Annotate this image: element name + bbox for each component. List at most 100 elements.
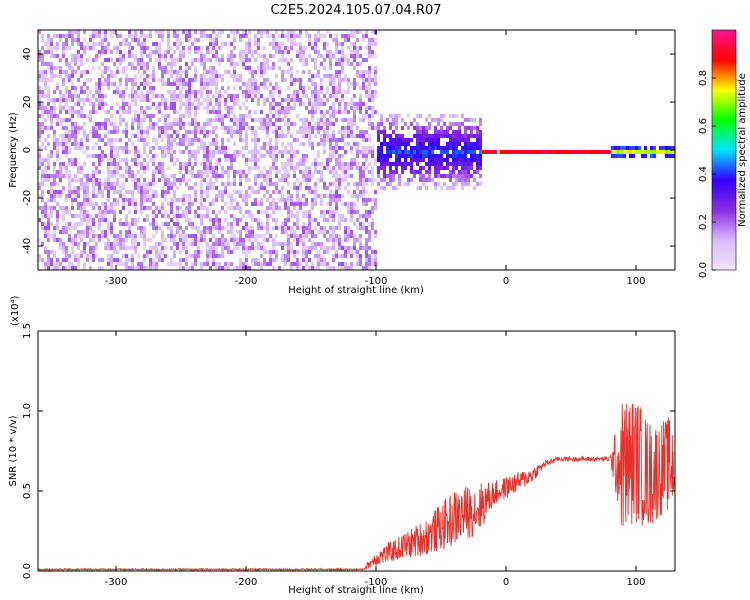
- spectrogram-cell: [146, 182, 149, 186]
- spectrogram-cell: [314, 94, 317, 98]
- spectrogram-cell: [452, 134, 455, 138]
- spectrogram-cell: [182, 46, 185, 50]
- spectrogram-cell: [374, 78, 377, 82]
- spectrogram-cell: [230, 226, 233, 230]
- spectrogram-cell: [221, 78, 224, 82]
- spectrogram-cell: [119, 34, 122, 38]
- spectrogram-cell: [569, 150, 572, 154]
- spectrogram-cell: [203, 198, 206, 202]
- spectrogram-cell: [329, 138, 332, 142]
- spectrogram-cell: [143, 258, 146, 262]
- spectrogram-cell: [140, 118, 143, 122]
- spectrogram-cell: [185, 210, 188, 214]
- spectrogram-cell: [170, 58, 173, 62]
- spectrogram-cell: [104, 30, 107, 34]
- spectrogram-cell: [323, 146, 326, 150]
- spectrogram-cell: [221, 254, 224, 258]
- spectrogram-cell: [287, 98, 290, 102]
- spectrogram-cell: [389, 174, 392, 178]
- spectrogram-cell: [410, 150, 413, 154]
- spectrogram-cell: [65, 210, 68, 214]
- spectrogram-cell: [359, 214, 362, 218]
- spectrogram-cell: [200, 90, 203, 94]
- spectrogram-cell: [458, 170, 461, 174]
- spectrogram-cell: [350, 210, 353, 214]
- spectrogram-cell: [113, 62, 116, 66]
- spectrogram-cell: [140, 154, 143, 158]
- spectrogram-cell: [299, 226, 302, 230]
- spectrogram-cell: [152, 114, 155, 118]
- spectrogram-cell: [86, 214, 89, 218]
- spectrogram-cell: [203, 106, 206, 110]
- spectrogram-cell: [125, 126, 128, 130]
- spectrogram-cell: [359, 246, 362, 250]
- spectrogram-cell: [89, 202, 92, 206]
- spectrogram-cell: [263, 66, 266, 70]
- spectrogram-cell: [140, 62, 143, 66]
- spectrogram-cell: [107, 74, 110, 78]
- spectrogram-cell: [89, 114, 92, 118]
- spectrogram-cell: [128, 54, 131, 58]
- spectrogram-cell: [434, 118, 437, 122]
- spectrogram-cell: [344, 170, 347, 174]
- spectrogram-cell: [194, 130, 197, 134]
- spectrogram-cell: [143, 46, 146, 50]
- spectrogram-cell: [332, 238, 335, 242]
- spectrogram-cell: [83, 50, 86, 54]
- spectrogram-cell: [230, 222, 233, 226]
- spectrogram-cell: [68, 30, 71, 34]
- spectrogram-cell: [119, 106, 122, 110]
- spectrogram-cell: [113, 246, 116, 250]
- spectrogram-cell: [299, 50, 302, 54]
- spectrogram-cell: [143, 70, 146, 74]
- spectrogram-cell: [194, 74, 197, 78]
- spectrogram-cell: [191, 174, 194, 178]
- spectrogram-cell: [59, 206, 62, 210]
- spectrogram-cell: [173, 78, 176, 82]
- spectrogram-cell: [266, 34, 269, 38]
- spectrogram-cell: [239, 130, 242, 134]
- spectrogram-cell: [92, 206, 95, 210]
- spectrogram-cell: [188, 222, 191, 226]
- spectrogram-cell: [116, 182, 119, 186]
- spectrogram-cell: [299, 34, 302, 38]
- spectrogram-cell: [74, 174, 77, 178]
- spectrogram-cell: [290, 74, 293, 78]
- spectrogram-cell: [290, 78, 293, 82]
- spectrogram-cell: [287, 30, 290, 34]
- spectrogram-cell: [176, 42, 179, 46]
- spectrogram-cell: [314, 134, 317, 138]
- spectrogram-cell: [143, 142, 146, 146]
- spectrogram-cell: [152, 102, 155, 106]
- spectrogram-cell: [305, 58, 308, 62]
- spectrogram-cell: [68, 174, 71, 178]
- spectrogram-cell: [317, 258, 320, 262]
- spectrogram-cell: [86, 70, 89, 74]
- spectrogram-cell: [260, 202, 263, 206]
- spectrogram-cell: [41, 106, 44, 110]
- spectrogram-cell: [128, 174, 131, 178]
- spectrogram-cell: [170, 82, 173, 86]
- spectrogram-cell: [386, 162, 389, 166]
- spectrogram-cell: [284, 218, 287, 222]
- spectrogram-cell: [491, 150, 494, 154]
- spectrogram-cell: [296, 130, 299, 134]
- spectrogram-cell: [368, 214, 371, 218]
- spectrogram-cell: [122, 146, 125, 150]
- spectrogram-cell: [56, 118, 59, 122]
- spectrogram-cell: [275, 30, 278, 34]
- spectrogram-cell: [461, 134, 464, 138]
- spectrogram-cell: [296, 114, 299, 118]
- spectrogram-cell: [188, 142, 191, 146]
- spectrogram-cell: [50, 114, 53, 118]
- spectrogram-cell: [59, 66, 62, 70]
- spectrogram-cell: [227, 86, 230, 90]
- spectrogram-cell: [221, 86, 224, 90]
- spectrogram-cell: [434, 138, 437, 142]
- spectrogram-cell: [122, 174, 125, 178]
- spectrogram-cell: [140, 74, 143, 78]
- spectrogram-cell: [224, 262, 227, 266]
- spectrogram-cell: [131, 218, 134, 222]
- spectrogram-cell: [266, 250, 269, 254]
- spectrogram-cell: [449, 138, 452, 142]
